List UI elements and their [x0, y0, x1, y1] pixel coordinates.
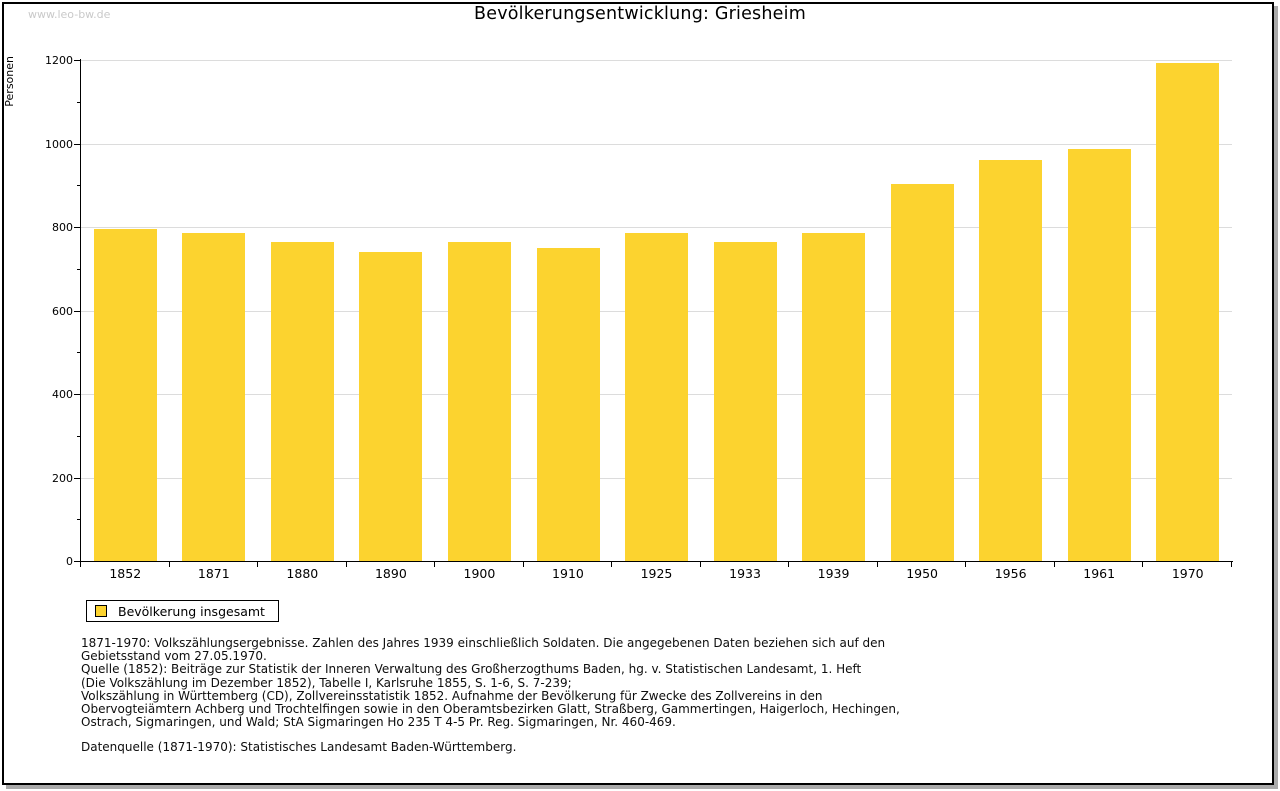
y-axis-title: Personen	[3, 56, 16, 107]
footnote-line: (Die Volkszählung im Dezember 1852), Tab…	[81, 675, 572, 690]
x-axis-label-1871: 1871	[197, 566, 230, 581]
y-gridline	[81, 227, 1232, 228]
bar-1933	[713, 241, 777, 561]
bar-1970	[1156, 62, 1220, 561]
bar-1852	[93, 229, 157, 561]
footnote-line: Obervogteiämtern Achberg und Trochtelfin…	[81, 702, 900, 717]
y-axis-major-tick	[74, 478, 81, 479]
x-axis-label-1890: 1890	[374, 566, 407, 581]
x-axis-label-1961: 1961	[1083, 566, 1116, 581]
x-axis-label-1970: 1970	[1171, 566, 1204, 581]
x-axis-label-1950: 1950	[906, 566, 939, 581]
footnotes: 1871-1970: Volkszählungsergebnisse. Zahl…	[81, 636, 900, 730]
bar-1910	[536, 248, 600, 561]
y-gridline	[81, 144, 1232, 145]
legend-swatch-icon	[95, 605, 107, 617]
footnote-line: Quelle (1852): Beiträge zur Statistik de…	[81, 662, 862, 677]
bar-1961	[1067, 148, 1131, 561]
y-axis-tick-label: 1000	[45, 138, 73, 151]
bar-1950	[890, 184, 954, 561]
x-axis-tick	[965, 562, 966, 567]
y-axis-tick-label: 600	[52, 305, 73, 318]
x-axis-label-1925: 1925	[640, 566, 673, 581]
x-axis-tick	[1054, 562, 1055, 567]
y-axis-minor-tick	[77, 185, 81, 186]
footnote-line: Volkszählung in Württemberg (CD), Zollve…	[81, 688, 823, 703]
x-axis-label-1880: 1880	[286, 566, 319, 581]
y-axis-major-tick	[74, 394, 81, 395]
bar-1880	[270, 241, 334, 561]
y-axis-minor-tick	[77, 436, 81, 437]
x-axis-label-1900: 1900	[463, 566, 496, 581]
x-axis-tick	[877, 562, 878, 567]
y-axis-tick-label: 400	[52, 388, 73, 401]
y-axis-minor-tick	[77, 352, 81, 353]
x-axis-tick	[788, 562, 789, 567]
y-axis-tick-label: 0	[66, 555, 73, 568]
y-axis-major-tick	[74, 60, 81, 61]
x-axis-line	[80, 561, 1233, 562]
footnote-line: Ostrach, Sigmaringen, und Wald; StA Sigm…	[81, 715, 676, 730]
y-axis-tick-label: 800	[52, 221, 73, 234]
x-axis-label-1852: 1852	[109, 566, 142, 581]
legend-label: Bevölkerung insgesamt	[118, 603, 265, 619]
y-gridline	[81, 60, 1232, 61]
y-axis-tick-label: 200	[52, 472, 73, 485]
y-axis-tick-label: 1200	[45, 54, 73, 67]
chart-title: Bevölkerungsentwicklung: Griesheim	[474, 4, 806, 24]
x-axis-label-1910: 1910	[552, 566, 584, 581]
x-axis-tick	[611, 562, 612, 567]
y-axis-major-tick	[74, 144, 81, 145]
bar-1890	[359, 251, 423, 561]
y-axis-major-tick	[74, 311, 81, 312]
bar-1871	[182, 232, 246, 561]
datasource-line: Datenquelle (1871-1970): Statistisches L…	[81, 740, 517, 754]
y-axis-line	[80, 59, 81, 562]
x-axis-tick	[523, 562, 524, 567]
x-axis-label-1956: 1956	[994, 566, 1027, 581]
x-axis-tick	[434, 562, 435, 567]
x-axis-tick	[1142, 562, 1143, 567]
x-axis-tick	[80, 562, 81, 567]
bar-1900	[447, 241, 511, 561]
footnote-line: 1871-1970: Volkszählungsergebnisse. Zahl…	[81, 636, 886, 650]
watermark: www.leo-bw.de	[28, 8, 111, 21]
x-axis-tick	[169, 562, 170, 567]
bar-1956	[979, 159, 1043, 561]
y-axis-minor-tick	[77, 269, 81, 270]
legend: Bevölkerung insgesamt	[86, 600, 279, 622]
x-axis-tick	[1231, 562, 1232, 567]
y-axis-minor-tick	[77, 519, 81, 520]
y-axis-major-tick	[74, 561, 81, 562]
bar-1939	[802, 233, 866, 561]
x-axis-label-1939: 1939	[817, 566, 850, 581]
x-axis-label-1933: 1933	[729, 566, 761, 581]
footnote-line: Gebietsstand vom 27.05.1970.	[81, 649, 267, 664]
bar-1925	[625, 232, 688, 561]
y-axis-minor-tick	[77, 102, 81, 103]
x-axis-tick	[346, 562, 347, 567]
x-axis-tick	[257, 562, 258, 567]
x-axis-tick	[700, 562, 701, 567]
y-axis-major-tick	[74, 227, 81, 228]
